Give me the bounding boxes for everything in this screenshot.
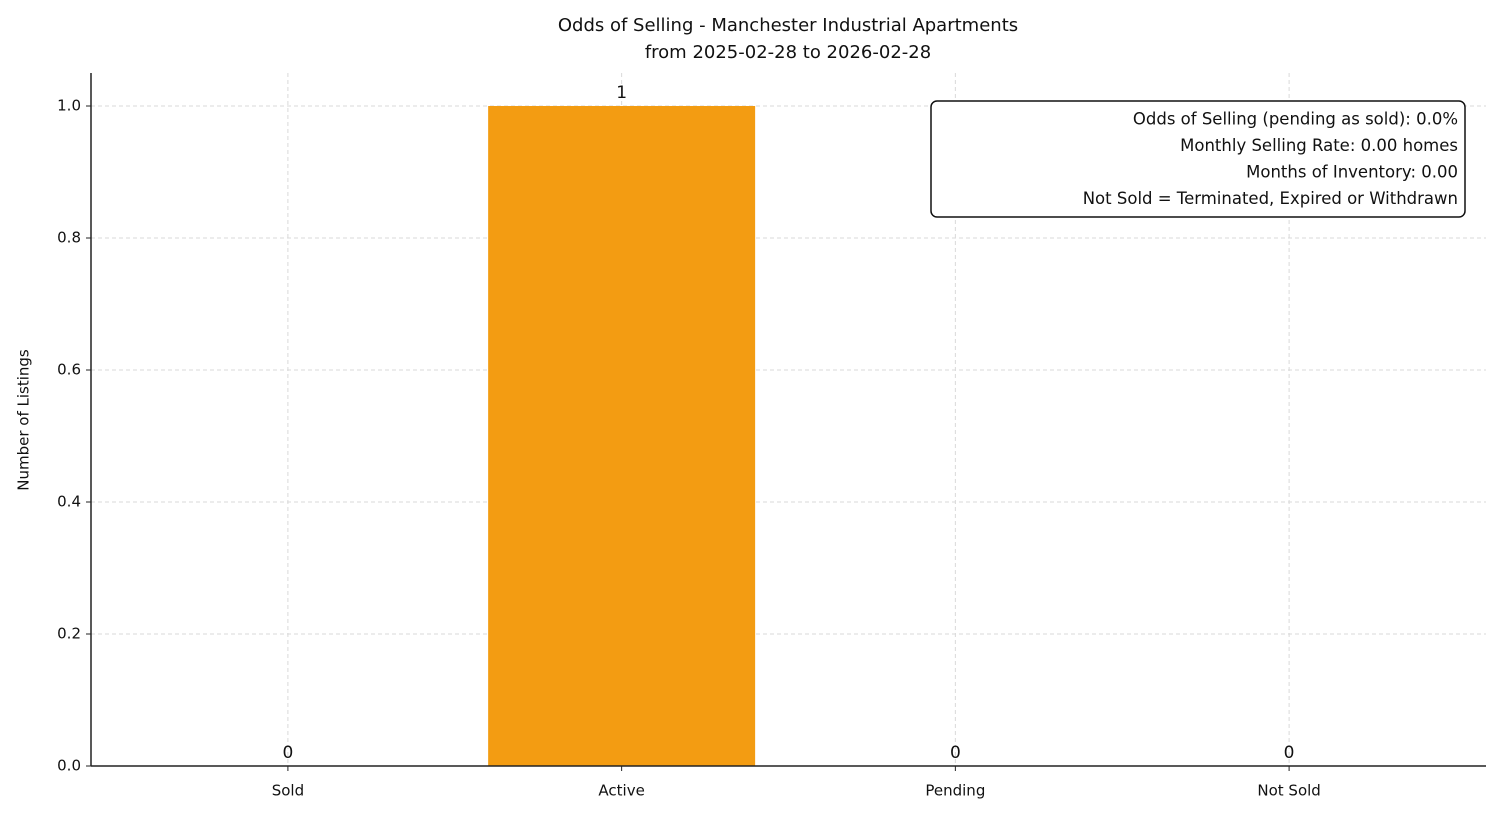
y-tick-label: 0.8 [57,229,81,247]
annotation-box [930,100,1466,218]
marks [488,106,756,766]
annotation-line: Not Sold = Terminated, Expired or Withdr… [1083,189,1458,208]
chart-subtitle: from 2025-02-28 to 2026-02-28 [645,42,931,63]
value-label: 0 [950,743,961,763]
x-tick-label: Not Sold [1257,782,1320,800]
annotation-line: Months of Inventory: 0.00 [1246,163,1458,182]
value-label: 1 [616,83,627,103]
y-tick-label: 0.0 [57,757,81,775]
x-tick-label: Active [598,782,644,800]
y-tick-label: 0.6 [57,361,81,379]
value-label: 0 [282,743,293,763]
chart-title: Odds of Selling - Manchester Industrial … [558,15,1018,36]
annotation-line: Monthly Selling Rate: 0.00 homes [1180,136,1458,155]
y-axis-label: Number of Listings [15,349,33,491]
annotation: Odds of Selling (pending as sold): 0.0% M… [1083,110,1458,209]
y-tick-label: 1.0 [57,97,81,115]
value-label: 0 [1284,743,1295,763]
x-tick-label: Pending [925,782,985,800]
annotation-line: Odds of Selling (pending as sold): 0.0% [1133,110,1458,129]
x-tick-label: Sold [272,782,304,800]
y-tick-label: 0.2 [57,625,81,643]
bar [488,106,756,766]
y-tick-label: 0.4 [57,493,81,511]
